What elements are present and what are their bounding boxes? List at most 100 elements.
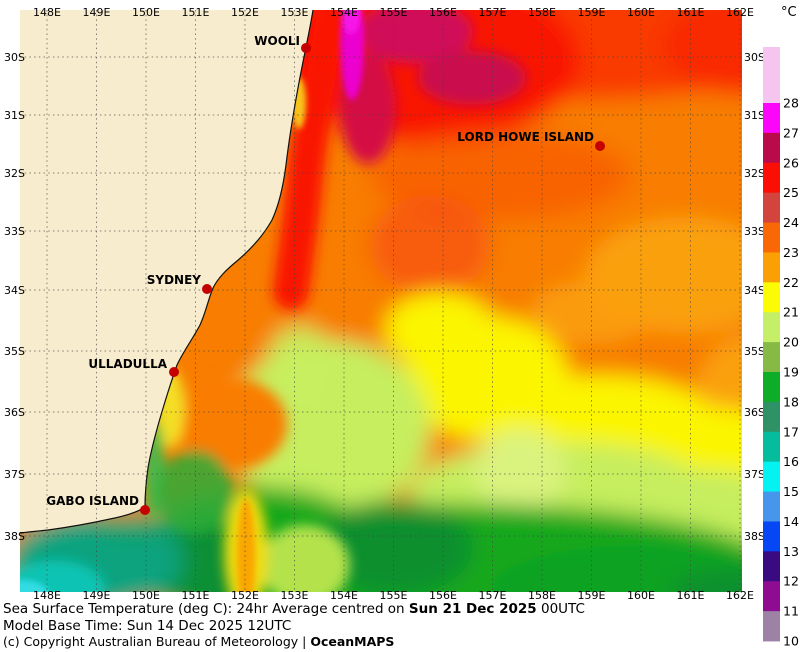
station-label: SYDNEY xyxy=(147,273,202,287)
colorbar-tick-label: 27 xyxy=(783,125,799,140)
lat-tick-label-left: 37S xyxy=(4,468,25,481)
colorbar-segment xyxy=(763,132,780,164)
lon-tick-label-top: 154E xyxy=(330,6,358,19)
colorbar-tick-label: 26 xyxy=(783,155,799,170)
lon-tick-label-bottom: 161E xyxy=(677,589,705,602)
station-markers: WOOLI LORD HOWE ISLAND SYDNEY ULLADULLA GABO… xyxy=(46,34,605,515)
colorbar-tick-label: 24 xyxy=(783,215,799,230)
valid-date: Sun 21 Dec 2025 xyxy=(408,601,537,617)
colorbar-segment xyxy=(763,491,780,522)
lon-tick-label-top: 158E xyxy=(528,6,556,19)
station-label: WOOLI xyxy=(254,34,300,48)
lon-tick-label-top: 156E xyxy=(429,6,457,19)
colorbar-segment xyxy=(763,611,780,642)
copyright-text: (c) Copyright Australian Bureau of Meteo… xyxy=(3,634,311,649)
lon-tick-label-bottom: 152E xyxy=(231,589,259,602)
colorbar-segment xyxy=(763,312,780,343)
lon-tick-label-top: 148E xyxy=(33,6,61,19)
lon-tick-label-top: 159E xyxy=(578,6,606,19)
colorbar-tick-label: 19 xyxy=(783,365,799,380)
lon-tick-label-bottom: 154E xyxy=(330,589,358,602)
lon-tick-label-bottom: 159E xyxy=(578,589,606,602)
station-marker-gabo-island: GABO ISLAND xyxy=(46,494,150,515)
lat-tick-label-left: 38S xyxy=(4,530,25,543)
lon-tick-label-top: 153E xyxy=(281,6,309,19)
footer: Sea Surface Temperature (deg C): 24hr Av… xyxy=(3,601,585,649)
station-marker-ulladulla: ULLADULLA xyxy=(88,357,179,377)
station-dot xyxy=(169,367,179,377)
lat-tick-label-left: 35S xyxy=(4,345,25,358)
colorbar-tick-label: 10 xyxy=(783,634,799,649)
colorbar-segment xyxy=(763,551,780,582)
grid-lines xyxy=(20,10,742,592)
lon-tick-label-bottom: 150E xyxy=(132,589,160,602)
colorbar-tick-label: 20 xyxy=(783,335,799,350)
lat-tick-label-right: 32S xyxy=(744,167,765,180)
colorbar-segment xyxy=(763,521,780,552)
lat-tick-label-left: 30S xyxy=(4,51,25,64)
lon-tick-label-top: 152E xyxy=(231,6,259,19)
lon-tick-label-bottom: 155E xyxy=(380,589,408,602)
colorbar-tick-label: 18 xyxy=(783,394,799,409)
colorbar-segment xyxy=(763,282,780,313)
colorbar-tick-label: 15 xyxy=(783,484,799,499)
colorbar-segment xyxy=(763,342,780,373)
lat-tick-label-left: 32S xyxy=(4,167,25,180)
map-title: Sea Surface Temperature (deg C): 24hr Av… xyxy=(3,601,585,618)
colorbar-segment xyxy=(763,103,780,134)
lon-tick-label-bottom: 157E xyxy=(479,589,507,602)
lon-tick-label-top: 162E xyxy=(726,6,754,19)
lat-tick-label-right: 37S xyxy=(744,468,765,481)
valid-time: 00UTC xyxy=(536,601,585,617)
coastline xyxy=(19,9,314,534)
model-base-time: Model Base Time: Sun 14 Dec 2025 12UTC xyxy=(3,617,292,634)
colorbar-tick-label: 17 xyxy=(783,424,799,439)
colorbar-tick-label: 22 xyxy=(783,275,799,290)
station-dot xyxy=(140,505,150,515)
lon-tick-label-top: 155E xyxy=(380,6,408,19)
colorbar-tick-label: 13 xyxy=(783,544,799,559)
colorbar-segment xyxy=(763,431,780,463)
land-australia xyxy=(20,10,313,533)
station-dot xyxy=(595,141,605,151)
lat-tick-label-left: 34S xyxy=(4,284,25,297)
lon-tick-label-bottom: 156E xyxy=(429,589,457,602)
colorbar-segment xyxy=(763,401,780,433)
longitude-labels-bottom: 148E 149E 150E 151E 152E 153E 154E 155E 156E 157E… xyxy=(33,589,754,602)
lon-tick-label-top: 150E xyxy=(132,6,160,19)
colorbar-tick-label: 21 xyxy=(783,305,799,320)
temperature-colorbar: °C 28 27 26 25 24 23 22 21 20 19 18 17 16 15 14 13 12 11 10 xyxy=(763,5,799,649)
lat-tick-label-left: 31S xyxy=(4,109,25,122)
lon-tick-label-top: 161E xyxy=(677,6,705,19)
colorbar-segment xyxy=(763,222,780,253)
product-name: OceanMAPS xyxy=(310,634,395,649)
station-marker-sydney: SYDNEY xyxy=(147,273,212,294)
lon-tick-label-top: 157E xyxy=(479,6,507,19)
lat-tick-label-right: 38S xyxy=(744,530,765,543)
colorbar-tick-label: 14 xyxy=(783,514,799,529)
station-dot xyxy=(202,284,212,294)
colorbar-segment xyxy=(763,192,780,223)
lat-tick-label-right: 33S xyxy=(744,225,765,238)
colorbar-unit-label: °C xyxy=(781,5,797,20)
lon-tick-label-top: 160E xyxy=(627,6,655,19)
colorbar-tick-label: 23 xyxy=(783,245,799,260)
lat-tick-label-right: 31S xyxy=(744,109,765,122)
colorbar-tick-label: 12 xyxy=(783,574,799,589)
lat-tick-label-right: 36S xyxy=(744,406,765,419)
lat-tick-label-right: 34S xyxy=(744,284,765,297)
lat-tick-label-left: 36S xyxy=(4,406,25,419)
lon-tick-label-top: 151E xyxy=(182,6,210,19)
lon-tick-label-bottom: 149E xyxy=(83,589,111,602)
colorbar-segment xyxy=(763,47,780,104)
colorbar-segment xyxy=(763,372,780,403)
lon-tick-label-bottom: 162E xyxy=(726,589,754,602)
colorbar-tick-label: 11 xyxy=(783,604,799,619)
colorbar-tick-label: 25 xyxy=(783,185,799,200)
lon-tick-label-bottom: 160E xyxy=(627,589,655,602)
station-dot xyxy=(301,43,311,53)
lat-tick-label-right: 35S xyxy=(744,345,765,358)
station-marker-lord-howe-island: LORD HOWE ISLAND xyxy=(457,130,605,151)
